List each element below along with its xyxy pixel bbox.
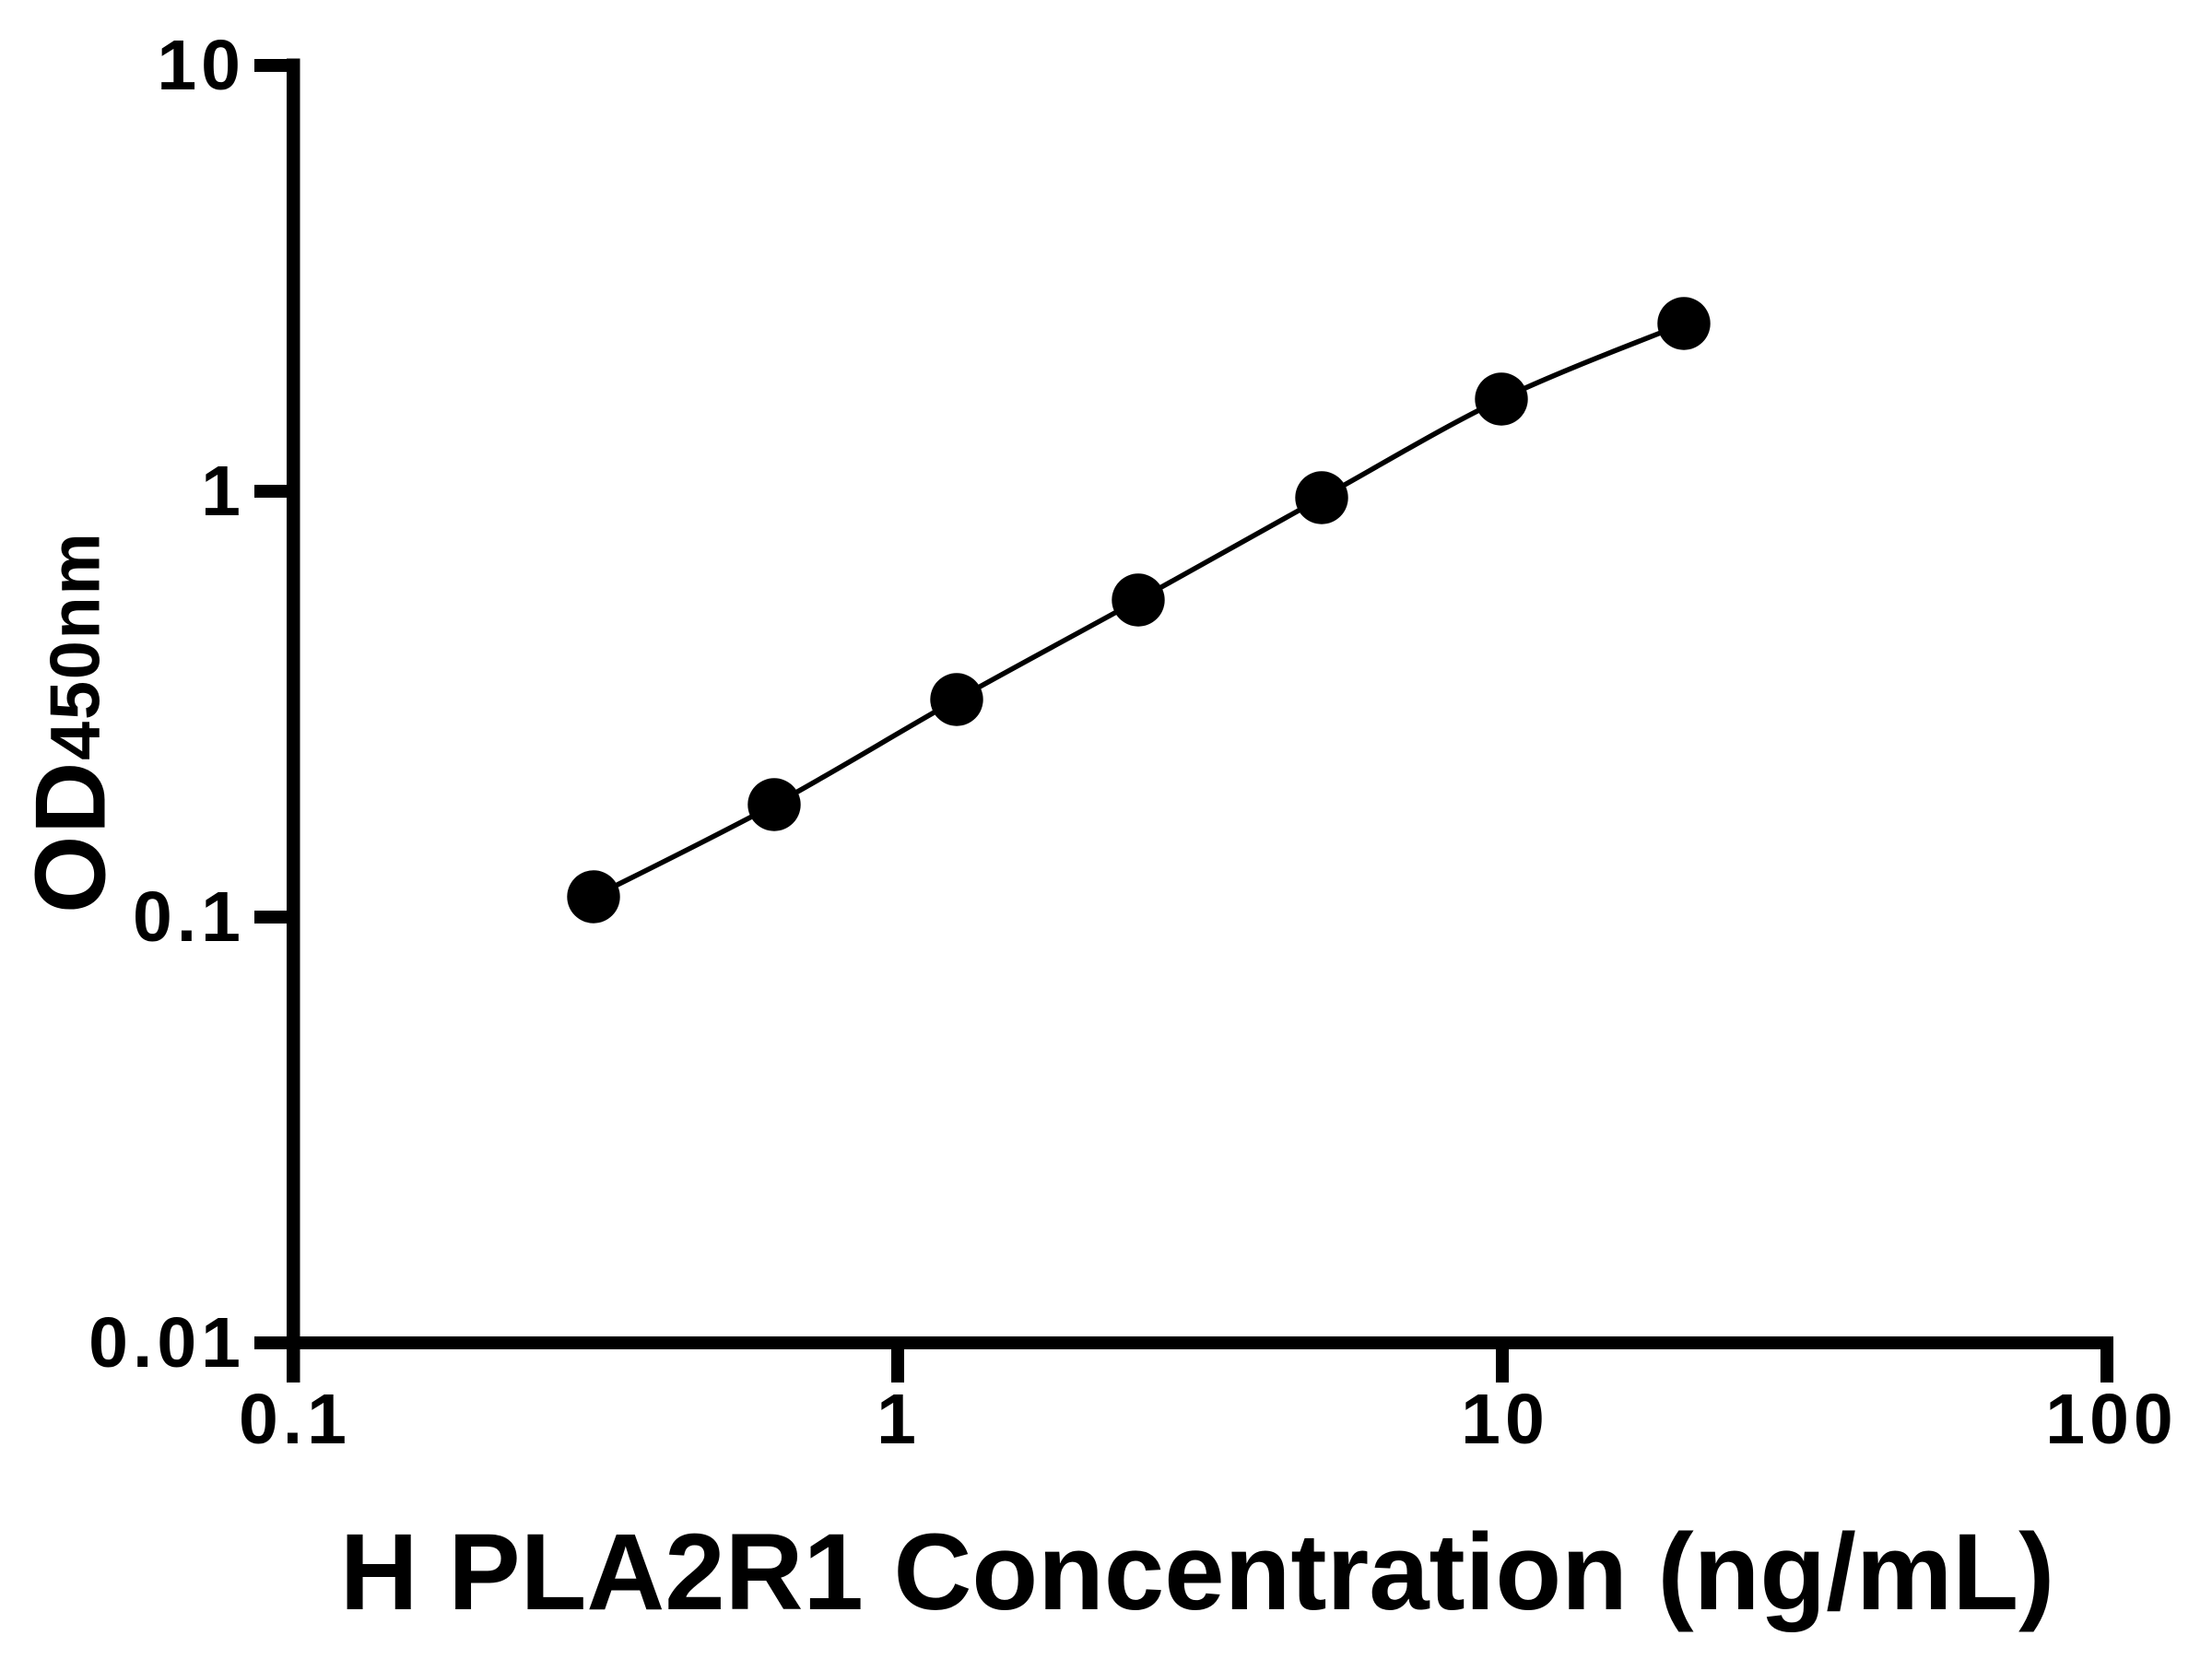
svg-text:0.1: 0.1 <box>133 877 245 957</box>
svg-text:100: 100 <box>2045 1380 2177 1459</box>
svg-text:0.1: 0.1 <box>239 1380 351 1459</box>
svg-text:H PLA2R1 Concentration (ng/mL): H PLA2R1 Concentration (ng/mL) <box>340 1512 2054 1632</box>
svg-text:1: 1 <box>201 452 245 531</box>
svg-text:OD450nm: OD450nm <box>15 532 126 913</box>
svg-text:10: 10 <box>157 26 245 105</box>
svg-text:1: 1 <box>877 1380 921 1459</box>
svg-text:0.01: 0.01 <box>88 1303 245 1382</box>
svg-text:10: 10 <box>1461 1380 1549 1459</box>
